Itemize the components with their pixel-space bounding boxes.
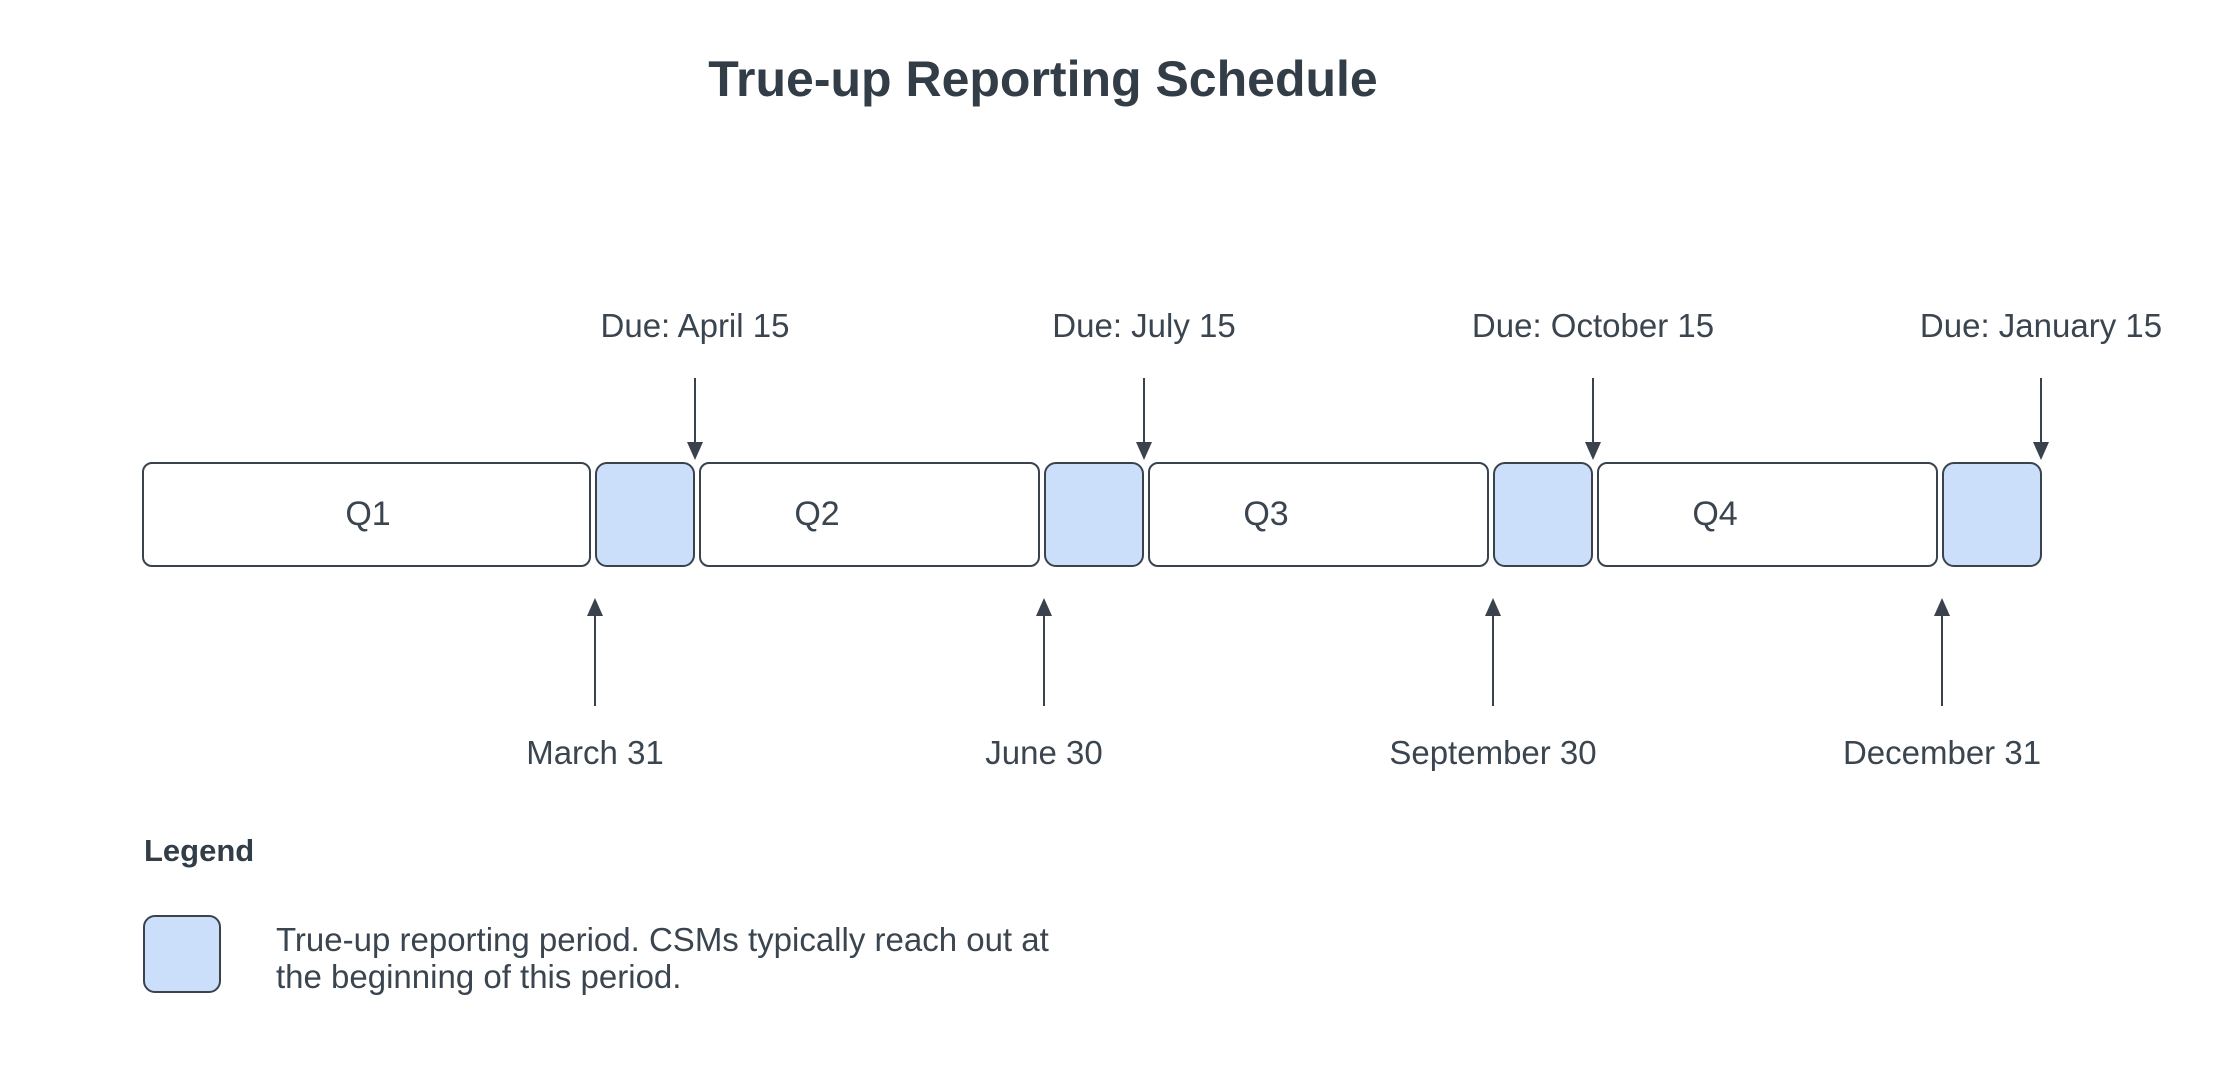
legend-heading: Legend	[144, 833, 255, 868]
timeline-segment	[595, 462, 695, 567]
arrow-up-icon	[1492, 614, 1494, 706]
timeline-segment	[699, 462, 1040, 567]
timeline-segment	[1597, 462, 1938, 567]
arrow-down-icon	[687, 442, 703, 460]
due-date-label: Due: January 15	[1919, 307, 2163, 344]
arrow-down-icon	[1143, 378, 1145, 442]
arrow-up-icon	[1934, 598, 1950, 616]
arrow-down-icon	[2033, 442, 2049, 460]
quarter-label: Q1	[345, 495, 391, 533]
quarter-end-date-label: September 30	[1389, 734, 1597, 771]
quarter-label: Q2	[794, 495, 840, 533]
timeline-segment	[1044, 462, 1144, 567]
due-date-label: Due: April 15	[600, 307, 790, 344]
arrow-down-icon	[1136, 442, 1152, 460]
timeline-segment	[1942, 462, 2042, 567]
arrow-up-icon	[1941, 614, 1943, 706]
arrow-up-icon	[594, 614, 596, 706]
timeline-segment	[1493, 462, 1593, 567]
timeline-segment	[1148, 462, 1489, 567]
arrow-up-icon	[1043, 614, 1045, 706]
quarter-label: Q3	[1243, 495, 1289, 533]
legend-description-line: True-up reporting period. CSMs typically…	[276, 921, 1049, 958]
arrow-up-icon	[1485, 598, 1501, 616]
page-title: True-up Reporting Schedule	[708, 51, 1378, 107]
arrow-down-icon	[1592, 378, 1594, 442]
quarter-label: Q4	[1692, 495, 1738, 533]
timeline-segment	[142, 462, 591, 567]
arrow-up-icon	[587, 598, 603, 616]
quarter-end-date-label: December 31	[1842, 734, 2042, 771]
arrow-down-icon	[2040, 378, 2042, 442]
quarter-end-date-label: March 31	[526, 734, 664, 771]
legend-trueup-swatch	[143, 915, 221, 993]
arrow-down-icon	[1585, 442, 1601, 460]
due-date-label: Due: July 15	[1052, 307, 1236, 344]
due-date-label: Due: October 15	[1471, 307, 1715, 344]
arrow-down-icon	[694, 378, 696, 442]
legend-description: True-up reporting period. CSMs typically…	[276, 921, 1049, 995]
quarter-end-date-label: June 30	[985, 734, 1103, 771]
legend-description-line: the beginning of this period.	[276, 958, 682, 995]
arrow-up-icon	[1036, 598, 1052, 616]
